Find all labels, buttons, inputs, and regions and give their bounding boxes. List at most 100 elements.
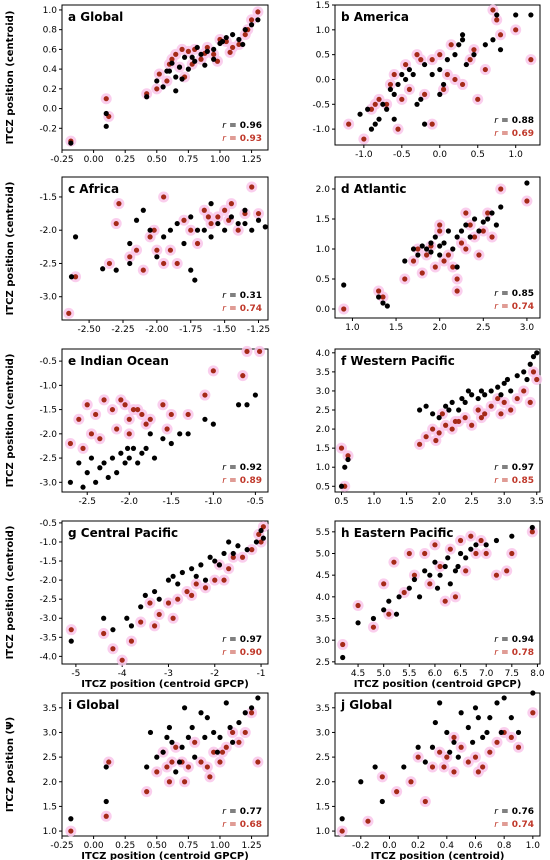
- obs-point: [345, 456, 351, 463]
- x-tick-label: -5: [71, 669, 80, 679]
- model-point: [128, 638, 135, 644]
- x-axis-label: ITCZ position (centroid GPCP): [354, 679, 522, 690]
- r-value-obs: r = 0.76: [494, 807, 534, 817]
- panel-5: 0.5 1.0 1.5 2.0 2.5 3.0 3.5 0.5 1.0 1.5 2.0 2.5 3.0 3…: [316, 348, 544, 507]
- model-point: [444, 71, 450, 78]
- model-point: [230, 554, 236, 560]
- model-point: [230, 44, 236, 51]
- obs-point: [188, 214, 194, 220]
- obs-point: [110, 627, 116, 633]
- model-point: [173, 744, 179, 750]
- x-axis-label: ITCZ position (centroid): [371, 851, 505, 860]
- x-tick-label: 1.00: [210, 841, 230, 851]
- y-axis-label: ITCZ position (centroid): [5, 11, 16, 145]
- model-point: [465, 759, 471, 765]
- model-point: [222, 207, 228, 213]
- model-point: [447, 546, 453, 552]
- obs-point: [384, 303, 390, 309]
- obs-point: [454, 264, 460, 270]
- y-tick-label: 1.0: [316, 827, 331, 837]
- obs-point: [391, 91, 397, 97]
- y-tick-label: -3.0: [39, 614, 57, 624]
- model-point: [468, 533, 474, 539]
- r-value-model: r = 0.74: [494, 820, 534, 830]
- y-tick-label: -0.2: [39, 124, 57, 134]
- y-tick-label: 0.0: [316, 305, 331, 315]
- obs-point: [244, 402, 250, 408]
- obs-point: [376, 116, 382, 122]
- x-tick-label: -0.2: [352, 841, 370, 851]
- y-tick-label: 4.0: [316, 349, 331, 359]
- y-tick-label: 1.5: [316, 444, 330, 454]
- obs-point: [223, 700, 229, 706]
- obs-point: [194, 227, 201, 233]
- model-point: [528, 57, 534, 63]
- obs-point: [192, 754, 198, 760]
- model-point: [114, 426, 120, 432]
- obs-point: [230, 31, 236, 38]
- obs-point: [166, 68, 173, 74]
- obs-point: [177, 431, 183, 437]
- model-point: [192, 739, 198, 745]
- obs-point: [437, 700, 443, 706]
- model-point: [244, 348, 250, 355]
- obs-point: [452, 568, 459, 574]
- obs-point: [169, 60, 175, 66]
- model-point: [133, 247, 140, 253]
- y-tick-label: 1.0: [43, 827, 58, 837]
- model-point: [160, 402, 166, 408]
- y-tick-label: 4.5: [316, 571, 330, 581]
- model-point: [475, 96, 481, 102]
- obs-point: [122, 460, 128, 466]
- obs-point: [221, 550, 227, 557]
- obs-point: [242, 207, 248, 213]
- model-point: [215, 214, 221, 220]
- model-point: [408, 779, 414, 785]
- obs-point: [410, 71, 416, 78]
- x-tick-label: 6.0: [428, 669, 443, 679]
- model-point: [436, 430, 442, 436]
- y-tick-label: 3.5: [316, 615, 330, 625]
- obs-point: [173, 769, 179, 775]
- obs-point: [524, 376, 530, 383]
- x-tick-label: -1.0: [355, 150, 373, 160]
- y-tick-label: 0.0: [316, 75, 331, 85]
- model-point: [346, 121, 352, 127]
- r-value-model: r = 0.69: [494, 129, 534, 139]
- model-point: [429, 121, 435, 127]
- model-point: [370, 624, 377, 630]
- y-tick-label: 1.5: [43, 802, 57, 812]
- model-point: [403, 61, 409, 68]
- obs-point: [244, 547, 250, 553]
- obs-point: [189, 724, 195, 731]
- model-point: [205, 214, 211, 220]
- model-point: [154, 769, 160, 775]
- plot-frame: [61, 520, 269, 665]
- model-point: [530, 369, 537, 375]
- y-tick-label: 2.5: [316, 753, 330, 763]
- x-tick-label: 3.5: [530, 497, 544, 507]
- obs-point: [170, 573, 176, 579]
- y-tick-label: -3.0: [39, 293, 57, 303]
- x-tick-label: -2.00: [145, 325, 169, 335]
- model-point: [207, 774, 213, 780]
- model-point: [472, 754, 479, 760]
- obs-point: [126, 455, 132, 461]
- obs-point: [415, 252, 421, 258]
- obs-point: [459, 37, 466, 43]
- obs-point: [103, 123, 109, 129]
- model-point: [109, 406, 116, 413]
- model-point: [391, 559, 397, 565]
- model-point: [208, 220, 214, 227]
- obs-point: [242, 710, 248, 716]
- model-point: [165, 600, 172, 606]
- model-point: [411, 572, 418, 578]
- model-point: [458, 744, 464, 750]
- model-point: [376, 288, 382, 294]
- obs-point: [521, 369, 527, 375]
- panel-9: -0.2 0.0 0.2 0.4 0.6 0.8 1.0 1.0 1.5 2.0 2.5 3.0 3.5…: [316, 690, 541, 860]
- model-point: [97, 436, 103, 442]
- model-point: [226, 566, 232, 572]
- model-point: [345, 453, 351, 459]
- y-tick-label: 0.4: [43, 65, 58, 75]
